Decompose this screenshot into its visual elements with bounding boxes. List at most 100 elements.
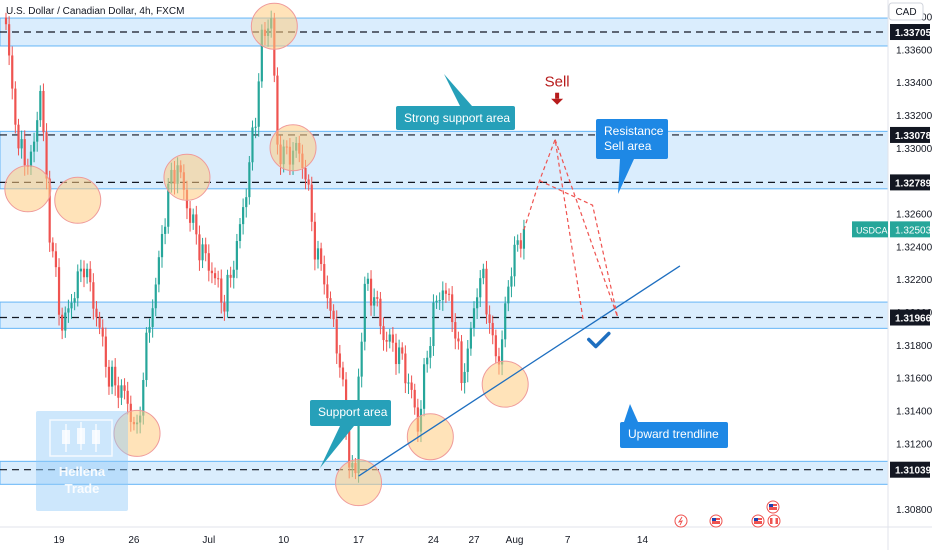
candle-body [485,268,488,315]
us-flag-icon-canton [769,504,773,507]
level-price-label: 1.32789 [895,178,932,189]
candle-body [366,278,370,284]
price-tick-label: 1.33000 [896,144,932,155]
candle-body [504,303,507,340]
candle-body [513,244,516,277]
ca-flag-icon-band [772,518,776,524]
strong-support-callout-tail [444,74,472,106]
candle-body [220,278,223,303]
currency-button[interactable]: CAD [888,2,924,21]
candle-body [482,268,485,279]
resistance-callout-box [596,119,668,159]
time-tick-label: 10 [278,535,290,546]
level-price-tag [890,24,930,41]
event-markers[interactable] [674,500,781,528]
price-tick-label: 1.31400 [896,406,932,417]
price-axis[interactable]: 1.340001.338001.336001.334001.332001.330… [852,0,932,516]
candle-body [73,298,76,303]
current-price-label: 1.32503 [895,225,932,236]
us-flag-icon[interactable] [751,514,765,528]
candle-body [320,248,323,265]
price-tick-label: 1.32200 [896,275,932,286]
time-tick-label: Jul [202,535,215,546]
lightning-icon[interactable] [674,514,688,528]
candle-body [4,17,8,25]
time-tick-label: Aug [506,535,524,546]
candle-body [376,297,379,299]
level-price-label: 1.33705 [895,28,932,39]
candle-body [254,126,257,128]
candle-body [507,286,510,304]
candle-body [463,371,466,384]
level-price-label: 1.31039 [895,466,932,477]
candle-body [114,366,117,386]
projection-path-alt [539,180,619,317]
price-tick-label: 1.31800 [896,341,932,352]
trendline-callout-tail [624,404,638,422]
zone-rect [0,460,889,485]
trendline-callout-text: Upward trendline [628,427,719,441]
candle-body [89,268,92,283]
watermark-line1: Hellena [59,464,106,479]
candle-body [335,319,338,354]
candle-body [429,346,432,358]
trendline-callout: Upward trendline [620,404,728,448]
candle-body [54,251,58,268]
candle-body [223,302,226,312]
candle-body [276,75,279,145]
candle-body [444,290,448,294]
us-flag-icon[interactable] [766,500,780,514]
candle-body [510,276,513,287]
level-lines [0,31,888,471]
candle-body [154,284,157,309]
candle-body [251,127,254,163]
level-price-label: 1.31966 [895,314,932,325]
candle-body [410,382,413,390]
candle-body [79,268,82,272]
candle-body [11,55,14,89]
candle-body [476,297,479,309]
check-icon [587,331,611,349]
level-price-label: 1.33078 [895,131,932,142]
time-axis[interactable]: 19 26 Jul 10 17 24 27 Aug 7 14 [53,535,648,546]
candle-body [441,290,444,301]
candle-body [123,385,126,391]
candle-body [260,29,263,82]
candle-body [460,341,463,384]
us-flag-icon[interactable] [709,514,723,528]
candle-body [426,357,429,365]
candle-body [388,334,391,342]
candle-body [235,241,238,270]
candle-body [160,233,164,258]
ca-flag-icon[interactable] [767,514,781,528]
candle-body [341,367,345,380]
candle-body [519,240,522,249]
candle-body [95,308,98,318]
candle-body [348,431,351,468]
candle-body [326,284,329,299]
candle-body [310,184,313,222]
candle-body [14,88,17,125]
candle-body [232,269,235,278]
candle-body [522,228,526,249]
level-price-tag [890,309,930,326]
candle-body [248,162,251,198]
sell-arrow-icon [551,98,564,105]
candle-body [157,257,160,285]
current-symbol-tag [852,221,888,238]
candle-body [67,308,70,313]
candle-body [204,244,207,254]
candle-body [201,244,204,261]
touch-circle [406,413,454,461]
candle-body [451,294,454,323]
touch-circle [335,459,383,507]
sell-label: Sell [545,74,570,91]
candle-body [422,364,426,409]
support-callout-box [310,400,391,426]
candle-body [488,314,491,323]
candle-body [23,139,26,166]
candle-body [469,327,472,349]
